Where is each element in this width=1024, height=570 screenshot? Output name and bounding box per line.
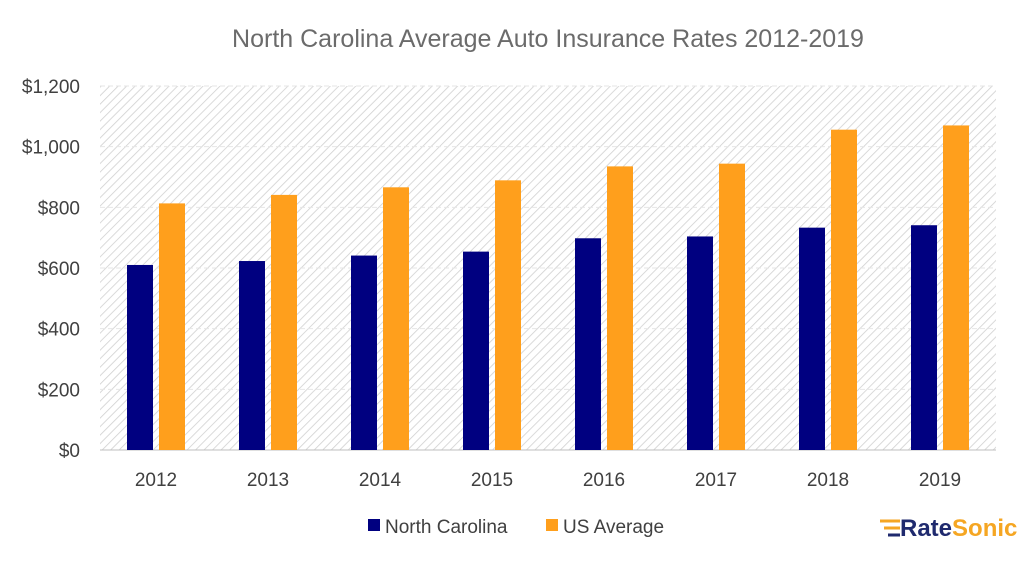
legend-label-north-carolina: North Carolina — [385, 517, 508, 538]
bar-us-average-2018 — [831, 129, 857, 450]
bar-us-average-2015 — [495, 180, 521, 450]
y-tick-label: $400 — [38, 320, 80, 341]
legend: North Carolina US Average — [368, 517, 664, 538]
y-tick-label: $1,200 — [22, 77, 80, 98]
legend-swatch-us-average — [546, 519, 558, 531]
bar-north-carolina-2013 — [239, 261, 265, 450]
bar-north-carolina-2015 — [463, 251, 489, 450]
x-tick-label: 2018 — [807, 470, 849, 491]
x-tick-label: 2016 — [583, 470, 625, 491]
x-tick-label: 2019 — [919, 470, 961, 491]
x-tick-label: 2015 — [471, 470, 513, 491]
bar-us-average-2014 — [383, 187, 409, 450]
bar-north-carolina-2019 — [911, 225, 937, 450]
bar-north-carolina-2018 — [799, 227, 825, 450]
bar-us-average-2019 — [943, 125, 969, 450]
y-tick-label: $0 — [59, 441, 80, 462]
y-tick-label: $800 — [38, 198, 80, 219]
bar-north-carolina-2016 — [575, 238, 601, 450]
ratesonic-logo: RateSonic — [880, 515, 1017, 542]
logo-text-rate: Rate — [900, 515, 952, 542]
x-tick-label: 2014 — [359, 470, 402, 491]
bar-us-average-2012 — [159, 203, 185, 450]
x-tick-label: 2017 — [695, 470, 737, 491]
logo-text-sonic: Sonic — [952, 515, 1017, 542]
bars — [127, 125, 969, 451]
bar-us-average-2016 — [607, 166, 633, 450]
legend-swatch-north-carolina — [368, 519, 380, 531]
chart-title: North Carolina Average Auto Insurance Ra… — [232, 25, 864, 53]
y-tick-label: $200 — [38, 380, 80, 401]
y-tick-label: $600 — [38, 259, 80, 280]
x-tick-label: 2012 — [135, 470, 177, 491]
legend-label-us-average: US Average — [563, 517, 664, 538]
logo-text: RateSonic — [900, 515, 1017, 542]
bar-north-carolina-2017 — [687, 236, 713, 450]
bar-us-average-2017 — [719, 163, 745, 451]
y-tick-label: $1,000 — [22, 138, 80, 159]
x-tick-label: 2013 — [247, 470, 289, 491]
bar-north-carolina-2014 — [351, 255, 377, 450]
bar-us-average-2013 — [271, 194, 297, 450]
bar-north-carolina-2012 — [127, 264, 153, 450]
tick-labels: $0 $200 $400 $600 $800 $1,000 $1,200 2012 2013 20… — [22, 77, 961, 491]
